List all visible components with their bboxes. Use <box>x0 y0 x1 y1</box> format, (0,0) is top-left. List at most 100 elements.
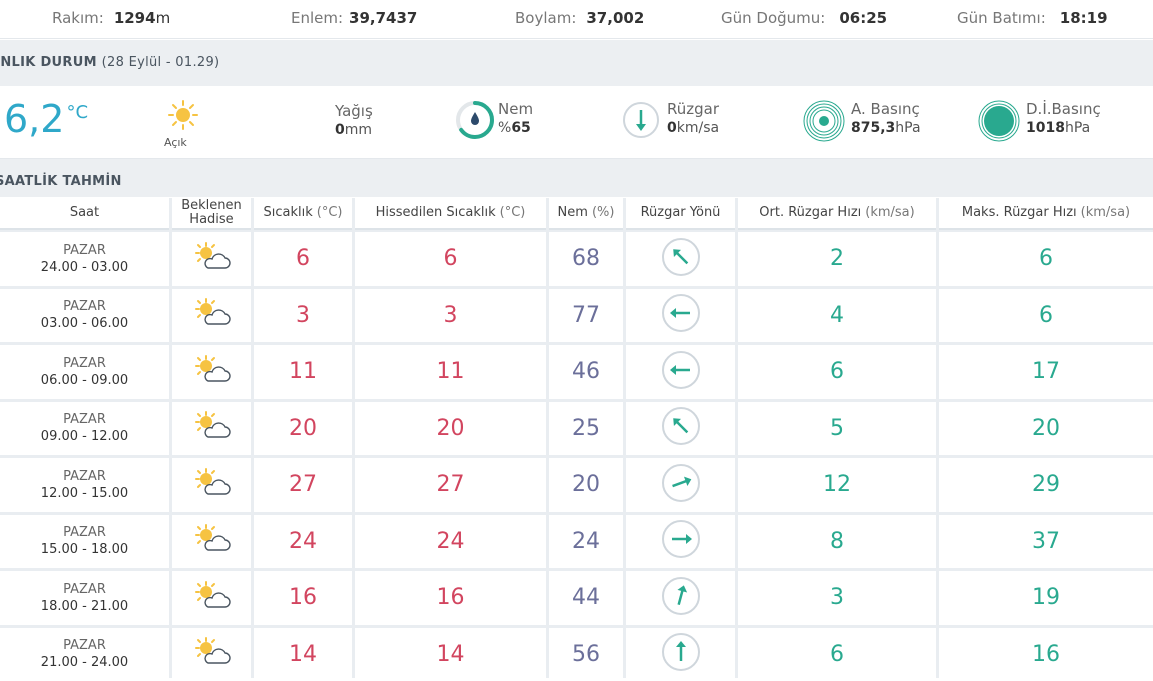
header-hadise-line1: Beklenen <box>181 199 242 213</box>
header-nem: Nem(%) <box>549 198 623 230</box>
row-day: PAZAR <box>63 582 106 597</box>
sunrise-value: 06:25 <box>839 9 887 27</box>
header-nem-label: Nem <box>558 206 588 220</box>
row-feels-like-cell: 11 <box>355 345 546 399</box>
row-feels-like: 24 <box>437 529 465 554</box>
row-wind-avg-cell: 4 <box>738 289 936 343</box>
longitude-info: Boylam:37,002 <box>515 9 644 27</box>
row-feels-like-cell: 3 <box>355 289 546 343</box>
row-wind-max-cell: 37 <box>939 515 1153 569</box>
row-wind-max: 29 <box>1032 472 1060 497</box>
current-subtitle-text: (28 Eylül - 01.29) <box>102 55 220 70</box>
row-wind-avg: 5 <box>830 416 844 441</box>
partly-cloudy-icon <box>192 580 232 616</box>
partly-cloudy-icon <box>192 354 232 390</box>
row-condition-cell <box>172 232 251 286</box>
row-humidity-cell: 46 <box>549 345 623 399</box>
row-wind-avg-cell: 3 <box>738 571 936 625</box>
pressure-icon <box>802 99 846 147</box>
header-hissedilen-unit: (°C) <box>500 206 526 220</box>
row-time-range: 15.00 - 18.00 <box>41 542 128 557</box>
sunset-label: Gün Batımı: <box>957 9 1046 27</box>
current-temperature: 6,2°C <box>4 100 88 138</box>
header-ruzgar-yonu: Rüzgar Yönü <box>626 198 735 230</box>
row-time-range: 09.00 - 12.00 <box>41 429 128 444</box>
condition-label: Açık <box>164 136 187 149</box>
row-wind-max: 20 <box>1032 416 1060 441</box>
row-wind-max-cell: 6 <box>939 232 1153 286</box>
hourly-forecast-table: Saat Beklenen Hadise Sıcaklık(°C) Hissed… <box>0 198 1153 678</box>
row-wind-max-cell: 16 <box>939 628 1153 681</box>
header-hissedilen-label: Hissedilen Sıcaklık <box>376 206 496 220</box>
wind-value: 0 <box>667 120 677 136</box>
row-humidity-cell: 68 <box>549 232 623 286</box>
header-saat-label: Saat <box>70 206 99 220</box>
row-wind-direction-cell <box>626 402 735 456</box>
latitude-info: Enlem:39,7437 <box>291 9 417 27</box>
wind-direction-arrow-icon <box>661 519 701 563</box>
row-humidity: 44 <box>572 585 600 610</box>
row-humidity: 68 <box>572 246 600 271</box>
altitude-unit: m <box>156 9 171 27</box>
row-wind-direction-cell <box>626 628 735 681</box>
row-wind-avg: 6 <box>830 642 844 667</box>
longitude-label: Boylam: <box>515 9 576 27</box>
current-conditions-header: ANLIK DURUM (28 Eylül - 01.29) <box>0 40 1153 86</box>
row-wind-max: 6 <box>1039 303 1053 328</box>
header-ort-ruzgar: Ort. Rüzgar Hızı(km/sa) <box>738 198 936 230</box>
row-feels-like-cell: 27 <box>355 458 546 512</box>
partly-cloudy-icon <box>192 410 232 446</box>
row-feels-like: 27 <box>437 472 465 497</box>
row-temperature-cell: 11 <box>254 345 352 399</box>
pressure-label: A. Basınç <box>851 100 921 118</box>
row-feels-like-cell: 14 <box>355 628 546 681</box>
row-day: PAZAR <box>63 243 106 258</box>
header-sicaklik-unit: (°C) <box>317 206 343 220</box>
row-feels-like-cell: 16 <box>355 571 546 625</box>
row-wind-direction-cell <box>626 232 735 286</box>
row-wind-max-cell: 20 <box>939 402 1153 456</box>
partly-cloudy-icon <box>192 467 232 503</box>
row-humidity: 25 <box>572 416 600 441</box>
wind-direction-arrow-icon <box>661 350 701 394</box>
sea-pressure-value: 1018 <box>1026 120 1065 136</box>
precipitation-value: 0 <box>335 122 345 138</box>
row-condition-cell <box>172 289 251 343</box>
row-wind-direction-cell <box>626 515 735 569</box>
pressure-unit: hPa <box>895 120 920 136</box>
row-wind-avg-cell: 2 <box>738 232 936 286</box>
row-feels-like: 11 <box>437 359 465 384</box>
hourly-forecast-header: SAATLİK TAHMİN <box>0 159 1153 197</box>
header-hadise-line2: Hadise <box>189 213 233 227</box>
header-maks-ruzgar-label: Maks. Rüzgar Hızı <box>962 206 1077 220</box>
header-hadise: Beklenen Hadise <box>172 198 251 230</box>
latitude-label: Enlem: <box>291 9 343 27</box>
precipitation-unit: mm <box>345 122 372 138</box>
wind-stat: Rüzgar 0km/sa <box>667 100 719 136</box>
row-time-range: 21.00 - 24.00 <box>41 655 128 670</box>
row-feels-like: 6 <box>444 246 458 271</box>
header-sicaklik: Sıcaklık(°C) <box>254 198 352 230</box>
current-temperature-value: 6,2 <box>4 97 64 141</box>
sunrise-label: Gün Doğumu: <box>721 9 825 27</box>
row-humidity-cell: 77 <box>549 289 623 343</box>
row-temperature-cell: 27 <box>254 458 352 512</box>
header-maks-ruzgar: Maks. Rüzgar Hızı(km/sa) <box>939 198 1153 230</box>
current-temperature-unit: °C <box>66 102 88 123</box>
current-title-text: ANLIK DURUM <box>0 55 97 70</box>
row-feels-like-cell: 6 <box>355 232 546 286</box>
row-temperature: 20 <box>289 416 317 441</box>
row-temperature: 27 <box>289 472 317 497</box>
row-temperature: 3 <box>296 303 310 328</box>
row-feels-like-cell: 24 <box>355 515 546 569</box>
sunset-info: Gün Batımı:18:19 <box>957 9 1108 27</box>
altitude-info: Rakım:1294m <box>52 9 170 27</box>
row-humidity-cell: 20 <box>549 458 623 512</box>
row-temperature: 11 <box>289 359 317 384</box>
row-wind-max: 6 <box>1039 246 1053 271</box>
sea-pressure-icon <box>977 99 1021 147</box>
row-time-range: 18.00 - 21.00 <box>41 599 128 614</box>
